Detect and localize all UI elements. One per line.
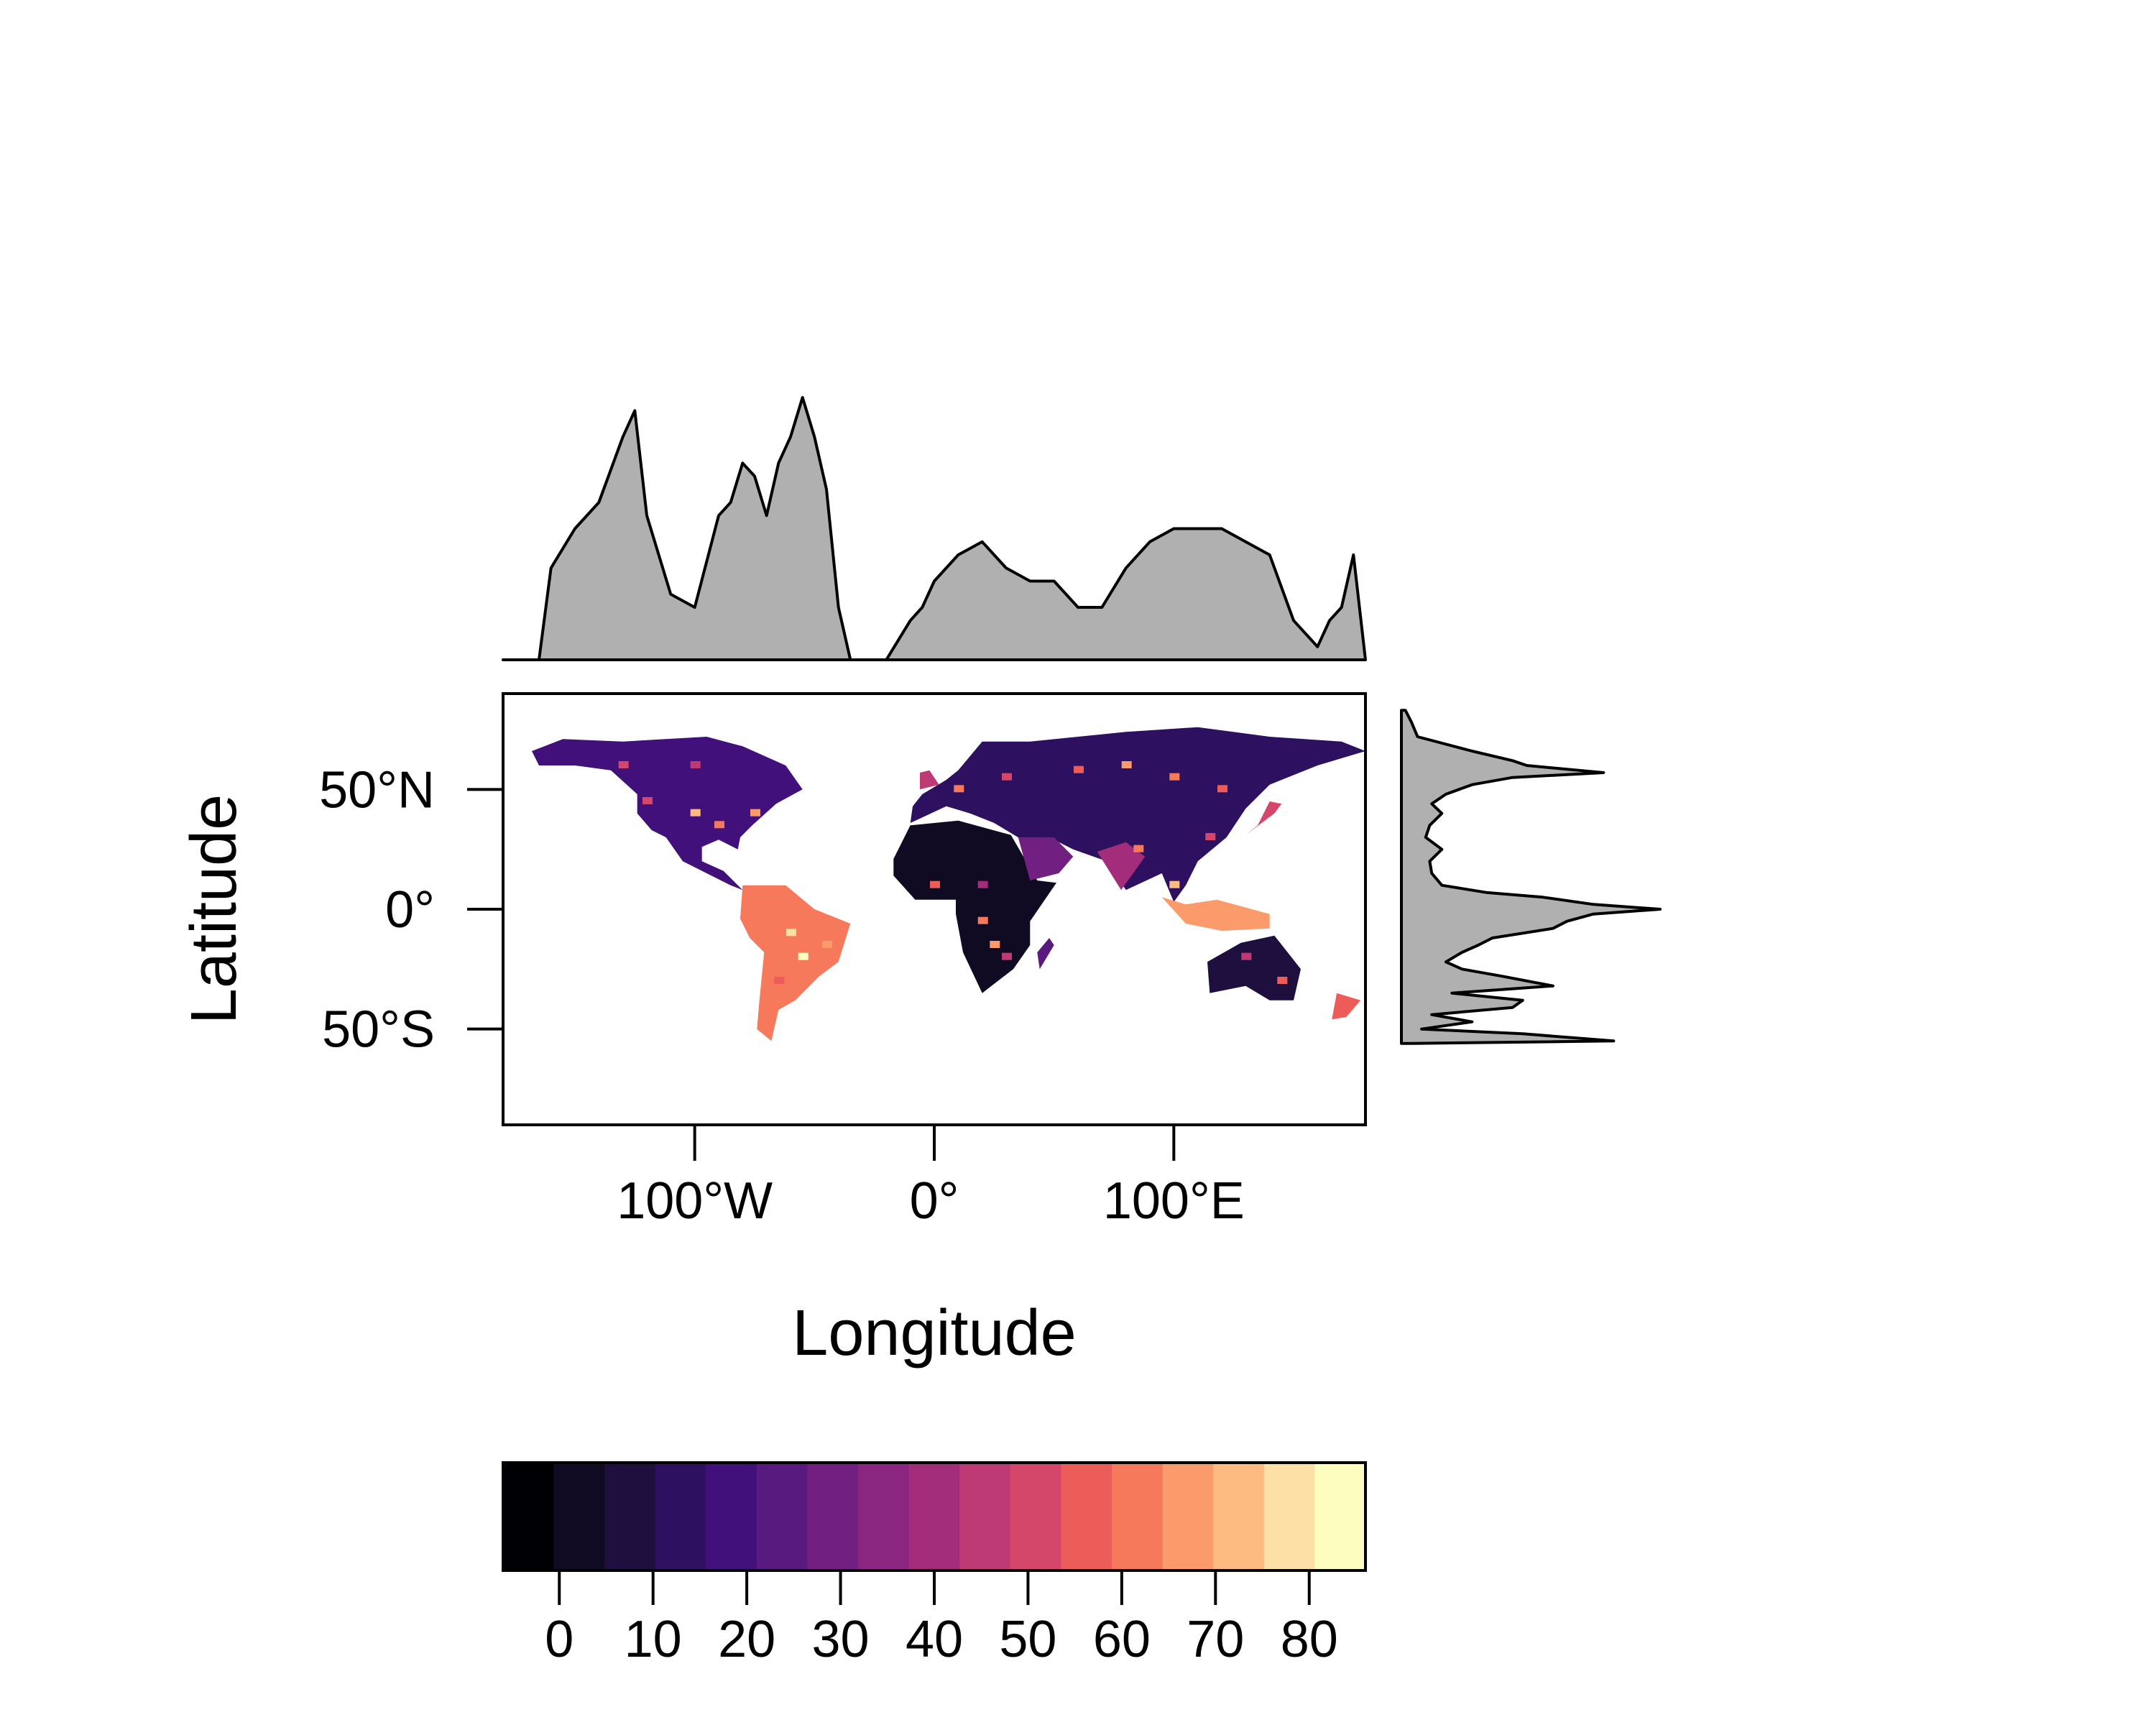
landmass-indonesia [1161, 897, 1270, 931]
raster-map [532, 710, 1365, 1041]
landmass-greenland [791, 710, 887, 765]
raster-cell [786, 929, 796, 937]
raster-cell [990, 941, 1000, 948]
longitude-marginal-density [502, 396, 1367, 661]
y-tick-label: 50°S [322, 1001, 435, 1059]
raster-cell [750, 809, 760, 816]
colorbar-swatch [604, 1463, 656, 1570]
raster-cell [798, 952, 808, 960]
colorbar-tick-label: 50 [999, 1611, 1056, 1668]
raster-cell [1205, 833, 1216, 840]
landmass-uk [920, 770, 939, 790]
raster-cell [1121, 761, 1132, 768]
landmass-new-zealand [1332, 993, 1361, 1020]
landmass-australia [1207, 935, 1301, 1000]
raster-cell [977, 916, 988, 924]
colorbar-swatch [1263, 1463, 1316, 1570]
colorbar-swatch [1010, 1463, 1062, 1570]
colorbar-tick-label: 80 [1281, 1611, 1338, 1668]
colorbar-tick-label: 40 [906, 1611, 963, 1668]
longitude-density-curve [502, 396, 1367, 661]
x-tick-label: 100°W [617, 1172, 773, 1230]
landmass-eurasia [910, 727, 1365, 902]
colorbar-tick-label: 0 [545, 1611, 573, 1668]
landmass-japan [1245, 801, 1282, 835]
x-axis-title: Longitude [792, 1297, 1076, 1369]
landmass-south-america [740, 885, 851, 1041]
colorbar-swatch [807, 1463, 859, 1570]
colorbar-swatch [1112, 1463, 1164, 1570]
latitude-density-curve [1400, 709, 1662, 1045]
colorbar-tick-label: 10 [625, 1611, 682, 1668]
raster-cell [977, 880, 988, 888]
raster-cell [774, 977, 785, 984]
y-tick-label: 0° [385, 881, 435, 939]
raster-cell [1133, 845, 1144, 852]
raster-cell [1169, 773, 1180, 781]
colorbar-swatch [1213, 1463, 1265, 1570]
landmass-north-america [532, 737, 803, 891]
raster-cell [690, 809, 701, 816]
raster-cell [1217, 785, 1227, 793]
colorbar-swatch [959, 1463, 1011, 1570]
landmass-madagascar [1037, 938, 1054, 970]
landmass-india [1097, 842, 1146, 891]
colorbar: 0 10 20 30 40 50 60 70 80 [502, 1461, 1367, 1668]
colorbar-swatch [858, 1463, 910, 1570]
colorbar-tick-label: 30 [812, 1611, 870, 1668]
x-axis: 100°W 0° 100°E [617, 1125, 1245, 1230]
raster-cell [930, 880, 940, 888]
raster-cell [1277, 977, 1288, 984]
colorbar-swatch [1061, 1463, 1112, 1570]
y-tick-label: 50°N [319, 761, 435, 819]
landmass-africa [893, 820, 1056, 993]
colorbar-swatch [706, 1463, 757, 1570]
raster-cell [822, 941, 832, 948]
raster-cell [1074, 765, 1084, 773]
raster-cell [954, 785, 964, 793]
colorbar-tick-label: 70 [1187, 1611, 1244, 1668]
colorbar-swatch [553, 1463, 605, 1570]
raster-cell [618, 761, 629, 768]
colorbar-tick-label: 60 [1093, 1611, 1151, 1668]
landmass-arabia [1018, 837, 1074, 880]
x-tick-label: 100°E [1103, 1172, 1245, 1230]
raster-cell [690, 761, 701, 768]
colorbar-swatch [655, 1463, 706, 1570]
raster-cell [714, 821, 724, 829]
y-axis: 50°N 0° 50°S [319, 761, 503, 1059]
raster-cell [1002, 952, 1012, 960]
latitude-marginal-density [1400, 709, 1662, 1045]
colorbar-swatch [503, 1463, 555, 1570]
raster-cell [1169, 880, 1180, 888]
colorbar-swatch [756, 1463, 808, 1570]
raster-cell [1241, 952, 1252, 960]
x-tick-label: 0° [910, 1172, 959, 1230]
raster-cell [642, 797, 653, 804]
colorbar-swatch [908, 1463, 960, 1570]
colorbar-swatch [1314, 1463, 1366, 1570]
colorbar-tick-label: 20 [718, 1611, 775, 1668]
raster-cell [1002, 773, 1012, 781]
colorbar-swatch [1162, 1463, 1214, 1570]
y-axis-title: Latitude [178, 794, 250, 1024]
